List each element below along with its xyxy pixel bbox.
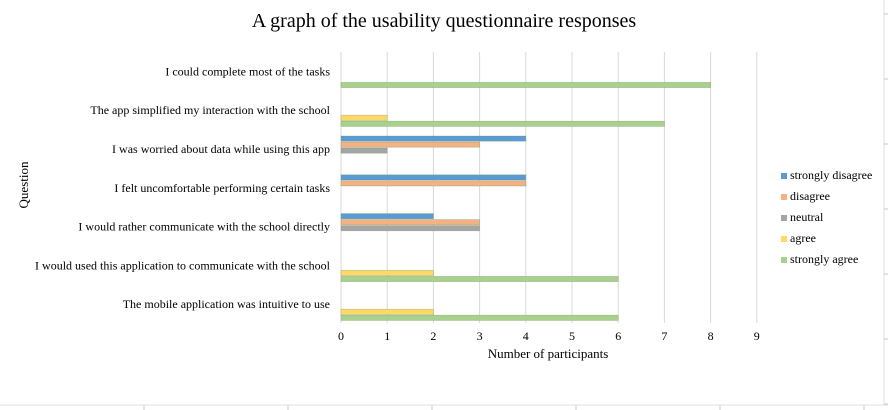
x-tick-label: 6 <box>615 329 621 343</box>
x-tick-label: 5 <box>569 329 575 343</box>
grid <box>340 52 758 323</box>
x-tick-label: 2 <box>430 329 436 343</box>
bar <box>340 135 527 142</box>
bar <box>340 314 619 321</box>
x-tick-label: 8 <box>708 329 714 343</box>
legend-label: neutral <box>790 210 824 224</box>
y-axis-title: Question <box>16 161 31 208</box>
bar <box>340 270 434 276</box>
category-label: I would rather communicate with the scho… <box>78 220 330 234</box>
legend-swatch <box>781 215 787 221</box>
bar <box>340 114 388 121</box>
legend-label: disagree <box>790 189 830 203</box>
category-label: I could complete most of the tasks <box>165 64 330 78</box>
x-tick-label: 4 <box>523 329 529 343</box>
category-label: I would used this application to communi… <box>35 258 331 272</box>
bar <box>340 213 434 220</box>
x-tick-label: 0 <box>338 329 344 343</box>
legend-swatch <box>781 236 787 242</box>
category-labels: I could complete most of the tasks The ap… <box>35 64 331 311</box>
x-tick-labels: 0 1 2 3 4 5 6 7 8 9 <box>338 329 760 343</box>
category-label: I was worried about data while using thi… <box>112 142 330 156</box>
chart-title: A graph of the usability questionnaire r… <box>252 10 637 32</box>
legend-label: agree <box>790 231 816 245</box>
x-axis-title: Number of participants <box>488 346 609 361</box>
bar <box>340 225 480 232</box>
x-tick-label: 7 <box>661 329 667 343</box>
legend-label: strongly disagree <box>790 168 872 182</box>
bar <box>340 147 388 154</box>
category-label: I felt uncomfortable performing certain … <box>114 181 330 195</box>
bar <box>340 276 619 282</box>
bar <box>340 219 480 226</box>
legend-swatch <box>781 257 787 263</box>
category-label: The mobile application was intuitive to … <box>123 297 330 311</box>
x-tick-label: 3 <box>477 329 483 343</box>
x-tick-label: 1 <box>384 329 390 343</box>
bar <box>340 174 527 181</box>
bar <box>340 82 711 88</box>
bar <box>340 120 665 127</box>
bar <box>340 141 480 148</box>
bar <box>340 180 527 187</box>
bar <box>340 308 434 315</box>
legend-swatch <box>781 173 787 179</box>
legend-label: strongly agree <box>790 252 858 266</box>
legend: strongly disagree disagree neutral agree str… <box>781 168 872 266</box>
bars <box>340 82 711 321</box>
category-label: The app simplified my interaction with t… <box>90 103 330 117</box>
x-tick-label: 9 <box>754 329 760 343</box>
legend-swatch <box>781 194 787 200</box>
